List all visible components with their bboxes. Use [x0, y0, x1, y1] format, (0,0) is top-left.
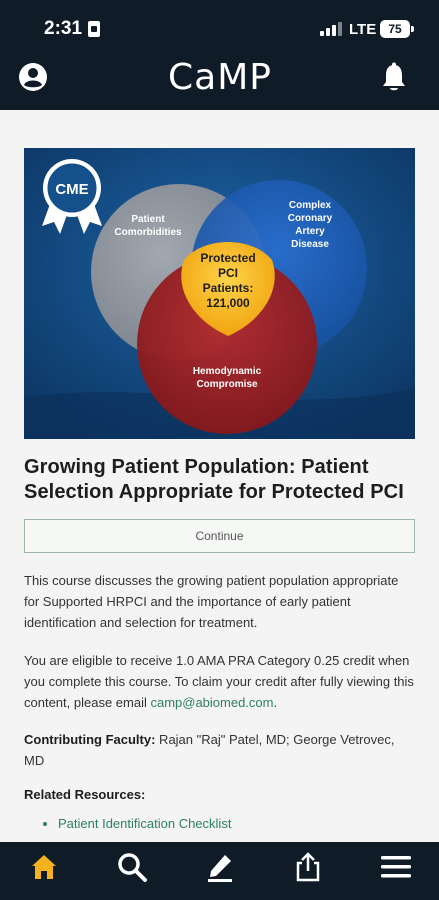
- app-header: CaMP: [0, 58, 439, 110]
- home-icon: [32, 855, 56, 879]
- venn-label-coronary: Complex Coronary Artery Disease: [288, 200, 333, 250]
- venn-center-protected-pci: [181, 242, 275, 336]
- battery-icon: 75: [380, 20, 414, 38]
- related-resources-list: Patient Identification Checklist: [24, 814, 415, 834]
- account-circle-icon[interactable]: [18, 62, 48, 92]
- tab-search[interactable]: [88, 842, 176, 892]
- bottom-tab-bar: [0, 842, 439, 900]
- venn-label-protected-pci: Protected PCI Patients: 121,000: [200, 251, 255, 310]
- credit-email-link[interactable]: camp@abiomed.com: [150, 695, 274, 710]
- cme-badge: CME: [42, 159, 102, 234]
- course-title: Growing Patient Population: Patient Sele…: [24, 456, 404, 503]
- related-resource-item[interactable]: Patient Identification Checklist: [58, 814, 415, 834]
- bell-icon[interactable]: [380, 62, 408, 94]
- menu-icon: [381, 856, 411, 878]
- credit-end: .: [273, 695, 278, 710]
- venn-label-hemodynamic: Hemodynamic Compromise: [193, 366, 262, 390]
- credit-info: You are eligible to receive 1.0 AMA PRA …: [24, 650, 415, 713]
- main-content[interactable]: CME Patient Comorbidities Complex Coronary…: [0, 110, 439, 842]
- course-hero-image: CME Patient Comorbidities Complex Coronary…: [24, 148, 415, 439]
- pencil-icon: [208, 855, 232, 882]
- credit-text: You are eligible to receive 1.0 AMA PRA …: [24, 653, 414, 710]
- cme-badge-label: CME: [55, 181, 88, 198]
- signal-icon: [320, 22, 342, 36]
- tab-menu[interactable]: [352, 842, 439, 892]
- related-resources-title: Related Resources:: [24, 787, 146, 802]
- contributing-faculty: Contributing Faculty: Rajan "Raj" Patel,…: [24, 729, 415, 771]
- faculty-names: Rajan "Raj" Patel, MD; George Vetrovec, …: [24, 732, 395, 768]
- search-icon: [118, 853, 147, 882]
- share-icon: [296, 852, 320, 882]
- continue-button[interactable]: Continue: [24, 519, 415, 553]
- related-resource-link[interactable]: Patient Identification Checklist: [58, 816, 232, 831]
- sim-card-icon: [88, 21, 100, 37]
- venn-label-comorbidities-text: Patient Comorbidities: [114, 214, 182, 238]
- tab-share[interactable]: [264, 842, 352, 892]
- network-type: LTE: [349, 21, 377, 38]
- faculty-label: Contributing Faculty:: [24, 732, 156, 747]
- tab-home[interactable]: [0, 842, 88, 892]
- status-bar: 2:31 LTE 75: [0, 0, 439, 58]
- course-description: This course discusses the growing patien…: [24, 573, 399, 630]
- status-time: 2:31: [44, 18, 83, 39]
- brand-logo: CaMP: [168, 57, 272, 98]
- tab-edit[interactable]: [176, 842, 264, 892]
- venn-circle-hemodynamic: [137, 254, 317, 434]
